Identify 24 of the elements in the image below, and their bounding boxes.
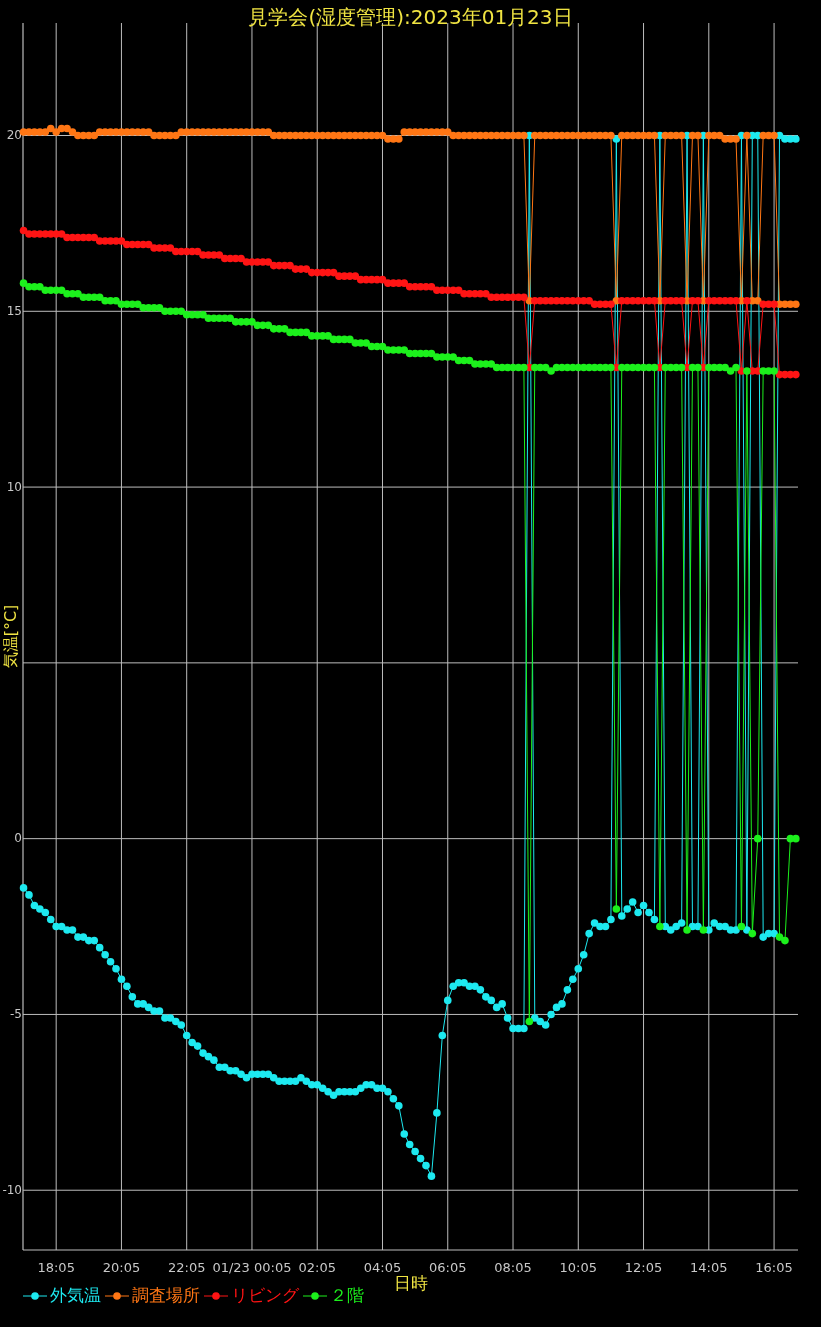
y-tick-label: 0 — [14, 831, 22, 846]
legend-label: 外気温 — [50, 1285, 101, 1305]
y-tick-label: 15 — [6, 303, 22, 318]
y-tick-label: 10 — [6, 479, 22, 494]
x-tick-label: 08:05 — [494, 1260, 532, 1275]
x-tick-label: 20:05 — [102, 1260, 141, 1275]
x-tick-label: 02:05 — [298, 1260, 336, 1275]
x-axis-title: 日時 — [393, 1273, 428, 1293]
y-tick-label: -5 — [10, 1006, 22, 1021]
x-tick-label: 12:05 — [624, 1260, 663, 1275]
x-tick-label: 04:05 — [363, 1260, 402, 1275]
legend-label: ２階 — [330, 1285, 364, 1305]
y-tick-label: -10 — [2, 1182, 22, 1197]
x-tick-label: 01/23 00:05 — [212, 1260, 292, 1275]
x-tick-label: 16:05 — [755, 1260, 793, 1275]
legend-label: リビング — [231, 1285, 300, 1305]
x-tick-label: 22:05 — [167, 1260, 206, 1275]
legend-label: 調査場所 — [132, 1285, 200, 1305]
chart-title: 見学会(湿度管理):2023年01月23日 — [248, 5, 573, 29]
x-tick-label: 10:05 — [559, 1260, 598, 1275]
x-tick-label: 14:05 — [690, 1260, 728, 1275]
x-tick-label: 06:05 — [429, 1260, 467, 1275]
y-axis-title: 気温[°C] — [1, 604, 20, 669]
x-tick-label: 18:05 — [37, 1260, 75, 1275]
